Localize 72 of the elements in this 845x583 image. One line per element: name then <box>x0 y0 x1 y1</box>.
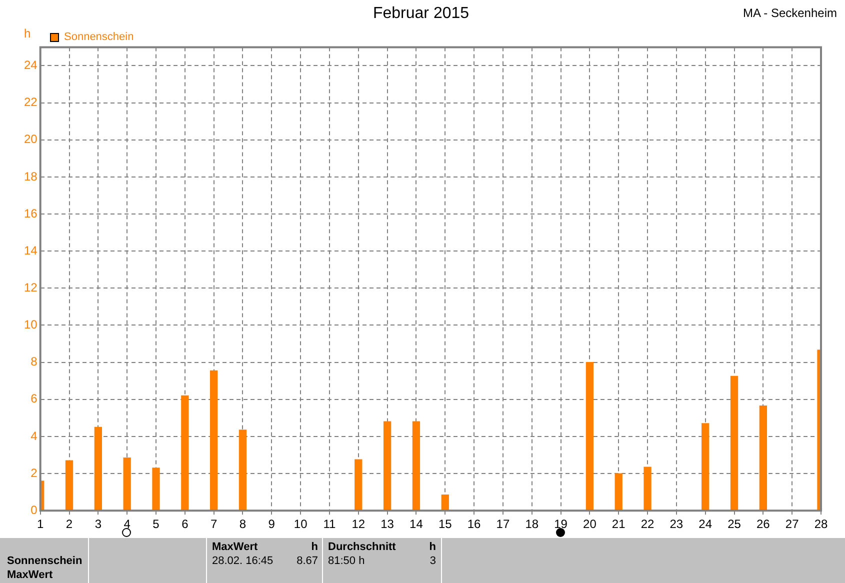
x-tick-label: 14 <box>410 517 424 532</box>
y-tick-label: 14 <box>24 243 38 258</box>
chart-title: Februar 2015 <box>372 5 470 22</box>
x-tick-label: 3 <box>94 517 102 532</box>
bar <box>759 406 768 510</box>
y-tick-label: 20 <box>24 132 38 146</box>
bar <box>614 473 622 510</box>
bar <box>412 421 420 510</box>
y-axis-title: h <box>24 26 31 41</box>
bar <box>644 466 652 510</box>
bar <box>238 430 247 510</box>
x-tick-label: 11 <box>323 517 336 532</box>
x-tick-label: 4 <box>124 517 131 532</box>
bar <box>94 426 102 510</box>
x-tick-label: 20 <box>583 517 597 532</box>
bar <box>702 423 710 510</box>
text: 28.02. 16:45 <box>212 555 274 567</box>
y-tick-label: 0 <box>30 502 38 517</box>
x-tick-label: 24 <box>698 517 712 532</box>
x-tick-label: 15 <box>438 517 452 532</box>
y-tick-label: 4 <box>30 428 38 443</box>
x-tick-label: 28 <box>814 517 828 532</box>
bar <box>383 421 392 510</box>
x-tick-label: 27 <box>785 517 800 532</box>
text: Sonnenschein <box>7 555 82 567</box>
x-tick-label: 6 <box>182 517 189 532</box>
x-tick-label: 9 <box>268 517 276 532</box>
bar <box>181 395 189 510</box>
text: 3 <box>430 555 436 567</box>
x-tick-label: 18 <box>525 517 539 532</box>
x-tick-label: 10 <box>294 517 308 532</box>
y-tick-label: 12 <box>24 280 38 294</box>
x-tick-label: 19 <box>554 517 568 532</box>
x-tick-label: 13 <box>380 517 394 532</box>
x-tick-label: 7 <box>210 517 218 532</box>
bar <box>586 362 594 510</box>
chart-subtitle: MA - Seckenheim <box>742 6 837 20</box>
x-tick-label: 8 <box>239 517 246 532</box>
bar <box>730 376 738 510</box>
y-tick-label: 18 <box>24 169 38 184</box>
bar <box>152 468 160 510</box>
bar <box>65 460 74 510</box>
text: h <box>429 541 436 553</box>
y-tick-label: 22 <box>24 95 38 110</box>
text: 8.67 <box>296 555 318 567</box>
text: h <box>311 541 318 553</box>
text: Durchschnitt <box>328 541 396 553</box>
text: MaxWert <box>212 541 258 553</box>
y-tick-label: 2 <box>30 466 38 480</box>
y-tick-label: 6 <box>30 392 38 406</box>
x-tick-label: 12 <box>352 517 366 532</box>
bar <box>123 457 131 510</box>
bar <box>354 459 362 510</box>
x-tick-label: 5 <box>152 517 160 532</box>
text: MaxWert <box>7 569 53 581</box>
y-tick-label: 16 <box>24 206 38 220</box>
y-tick-label: 10 <box>24 318 38 332</box>
bar <box>441 494 449 510</box>
legend-label: Sonnenschein <box>64 31 134 43</box>
bar <box>210 370 218 510</box>
x-tick-label: 26 <box>756 517 770 532</box>
x-tick-label: 25 <box>728 517 742 532</box>
x-tick-label: 22 <box>640 517 655 532</box>
y-tick-label: 24 <box>24 58 38 72</box>
x-tick-label: 23 <box>670 517 684 532</box>
x-tick-label: 2 <box>66 517 73 532</box>
x-tick-label: 17 <box>496 517 510 532</box>
text: 81:50 h <box>328 555 365 567</box>
x-tick-label: 16 <box>467 517 482 532</box>
y-tick-label: 8 <box>30 354 38 369</box>
x-tick-label: 21 <box>612 517 626 532</box>
x-tick-label: 1 <box>37 517 44 532</box>
